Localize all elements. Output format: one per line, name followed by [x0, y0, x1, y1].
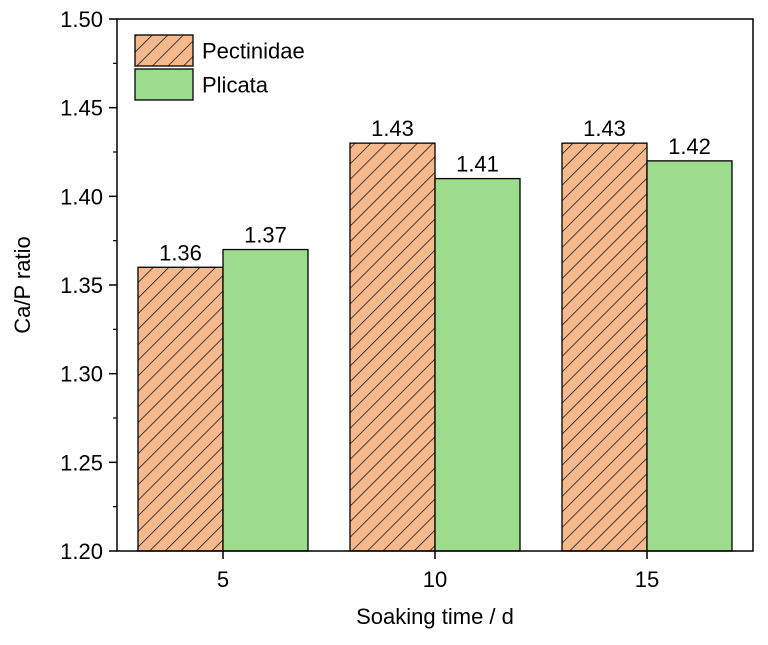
y-tick-label: 1.50	[60, 7, 103, 32]
data-label: 1.41	[456, 152, 499, 177]
y-tick-label: 1.35	[60, 273, 103, 298]
x-axis-title: Soaking time / d	[356, 604, 514, 629]
data-label: 1.43	[583, 116, 626, 141]
y-tick-label: 1.30	[60, 362, 103, 387]
data-label: 1.36	[159, 240, 202, 265]
y-tick-label: 1.20	[60, 539, 103, 564]
bars	[137, 142, 733, 552]
legend-swatch-pectinidae	[134, 34, 194, 67]
y-tick-label: 1.25	[60, 450, 103, 475]
bar-plicata-10	[434, 177, 521, 552]
x-axis: 5 10 15	[217, 551, 659, 592]
bar-plicata-5	[222, 248, 309, 552]
y-axis: 1.20 1.25 1.30 1.35 1.40 1.45 1.50	[60, 7, 117, 564]
x-tick-label: 10	[423, 567, 447, 592]
legend-swatch-plicata	[134, 68, 194, 101]
data-labels: 1.36 1.37 1.43 1.41 1.43 1.42	[159, 116, 711, 265]
x-tick-label: 5	[217, 567, 229, 592]
bar-pectinidae-15	[561, 142, 648, 552]
legend: Pectinidae Plicata	[134, 34, 305, 101]
x-tick-label: 15	[635, 567, 659, 592]
data-label: 1.43	[371, 116, 414, 141]
bar-pectinidae-5	[137, 266, 224, 552]
bar-pectinidae-10	[349, 142, 436, 552]
legend-label-plicata: Plicata	[202, 73, 269, 98]
y-axis-title: Ca/P ratio	[10, 236, 35, 333]
legend-label-pectinidae: Pectinidae	[202, 39, 305, 64]
y-tick-label: 1.40	[60, 184, 103, 209]
bar-plicata-15	[646, 160, 733, 552]
data-label: 1.42	[668, 134, 711, 159]
data-label: 1.37	[244, 223, 287, 248]
y-tick-label: 1.45	[60, 96, 103, 121]
